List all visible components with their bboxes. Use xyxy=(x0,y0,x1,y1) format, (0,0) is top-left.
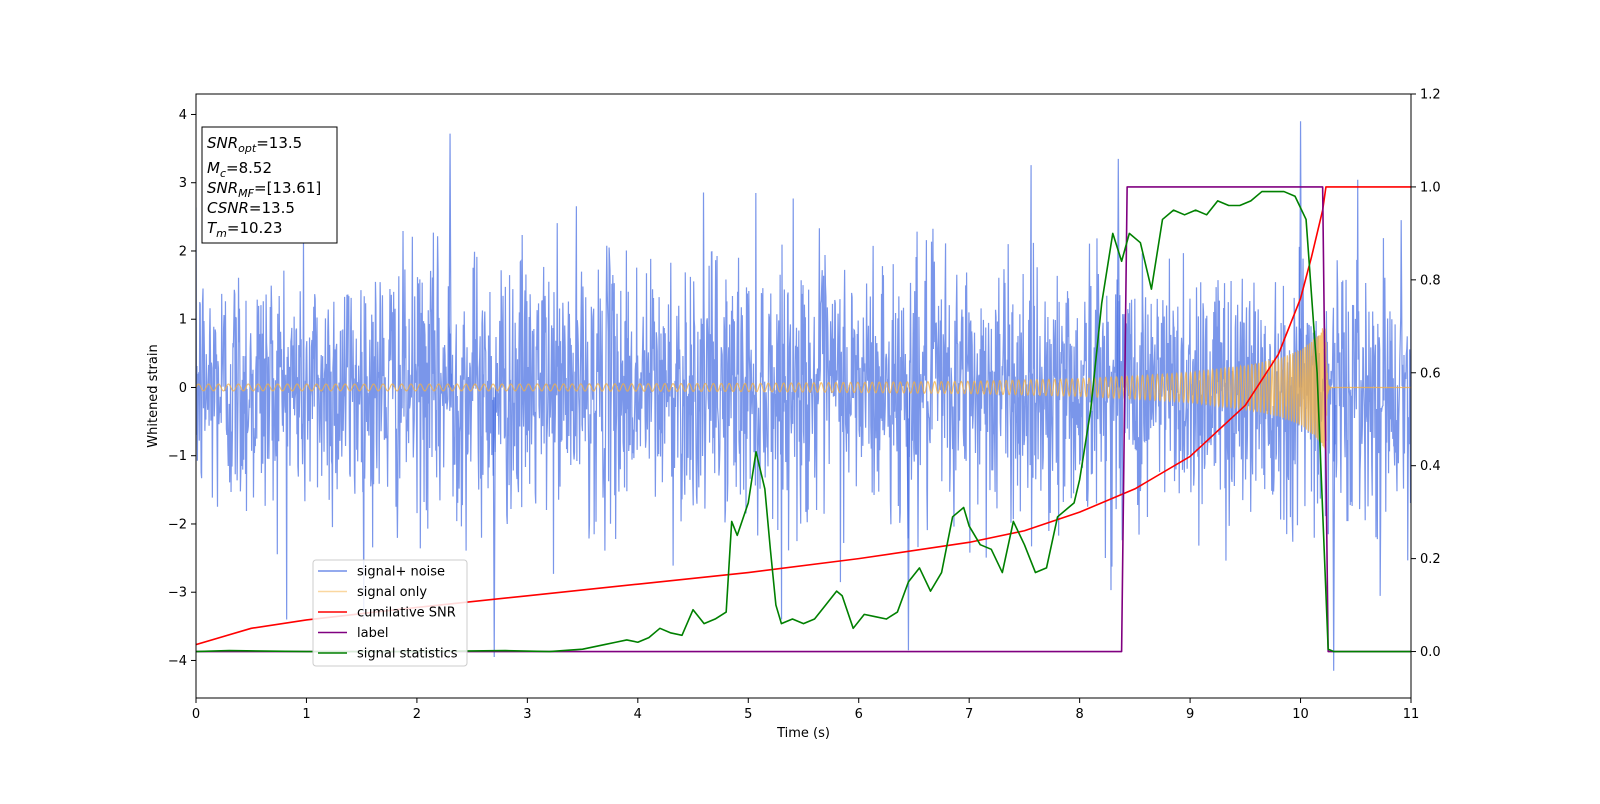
y-left-tick-label: −4 xyxy=(168,654,187,669)
legend-label: signal only xyxy=(357,585,427,600)
y-axis-label: Whitened strain xyxy=(146,344,161,447)
legend: signal+ noise signal only cumilative SNR la… xyxy=(312,559,468,667)
y-left-tick-label: −3 xyxy=(168,586,187,601)
annotation-line: Tm=10.23 xyxy=(207,219,282,240)
x-axis-label: Time (s) xyxy=(776,726,830,741)
legend-label: signal statistics xyxy=(357,647,458,662)
x-tick-label: 11 xyxy=(1403,707,1420,722)
x-tick-label: 10 xyxy=(1292,707,1309,722)
legend-label: cumilative SNR xyxy=(357,606,456,621)
series-line-signal-statistics xyxy=(196,190,1411,653)
x-tick-label: 7 xyxy=(965,707,973,722)
annotation-line: CSNR=13.5 xyxy=(207,199,295,217)
x-tick-label: 1 xyxy=(302,707,310,722)
x-tick-label: 3 xyxy=(523,707,531,722)
x-tick-label: 9 xyxy=(1186,707,1194,722)
legend-label: signal+ noise xyxy=(357,565,445,580)
annotation-frame xyxy=(201,126,338,244)
y-left-tick-label: 4 xyxy=(179,108,187,123)
series-line-signal-only xyxy=(196,326,1411,452)
y-left-tick-label: 3 xyxy=(179,176,187,191)
y-right-tick-label: 0.6 xyxy=(1420,366,1441,381)
x-tick-label: 0 xyxy=(192,707,200,722)
annotation-box: SNRopt=13.5 Mc=8.52SNRMF=[13.61]CSNR=13.5… xyxy=(201,126,338,244)
y-left-tick-label: 0 xyxy=(179,381,187,396)
y-right-tick-label: 1.2 xyxy=(1420,88,1441,103)
y-left-tick-label: −2 xyxy=(168,517,187,532)
annotation-line: SNRMF=[13.61] xyxy=(207,179,321,200)
series-line-signal-noise xyxy=(196,165,1411,620)
annotation-line: Mc=8.52 xyxy=(207,159,272,180)
y-right-tick-label: 0.2 xyxy=(1420,552,1441,567)
x-tick-label: 5 xyxy=(744,707,752,722)
y-right-tick-label: 0.4 xyxy=(1420,459,1441,474)
y-left-tick-label: 1 xyxy=(179,313,187,328)
x-tick-label: 4 xyxy=(634,707,642,722)
series-peaks-signal-noise xyxy=(448,121,1336,671)
legend-frame xyxy=(312,559,468,667)
y-left-tick-label: −1 xyxy=(168,449,187,464)
axes-layer: 0 1 2 3 4 5 6 7 8 9 10 11 −4 −3 −2 −1 0 1 2 3 4 0.0 0.2 0.4 0.6 0… xyxy=(168,88,1441,723)
annotation-line: SNRopt=13.5 xyxy=(207,134,302,155)
y-right-tick-label: 0.8 xyxy=(1420,273,1441,288)
legend-label: label xyxy=(357,626,388,641)
y-right-tick-label: 1.0 xyxy=(1420,180,1441,195)
y-right-tick-label: 0.0 xyxy=(1420,645,1441,660)
plot-frame xyxy=(195,93,1412,699)
x-tick-label: 8 xyxy=(1075,707,1083,722)
x-tick-label: 2 xyxy=(413,707,421,722)
y-left-tick-label: 2 xyxy=(179,244,187,259)
x-tick-label: 6 xyxy=(855,707,863,722)
